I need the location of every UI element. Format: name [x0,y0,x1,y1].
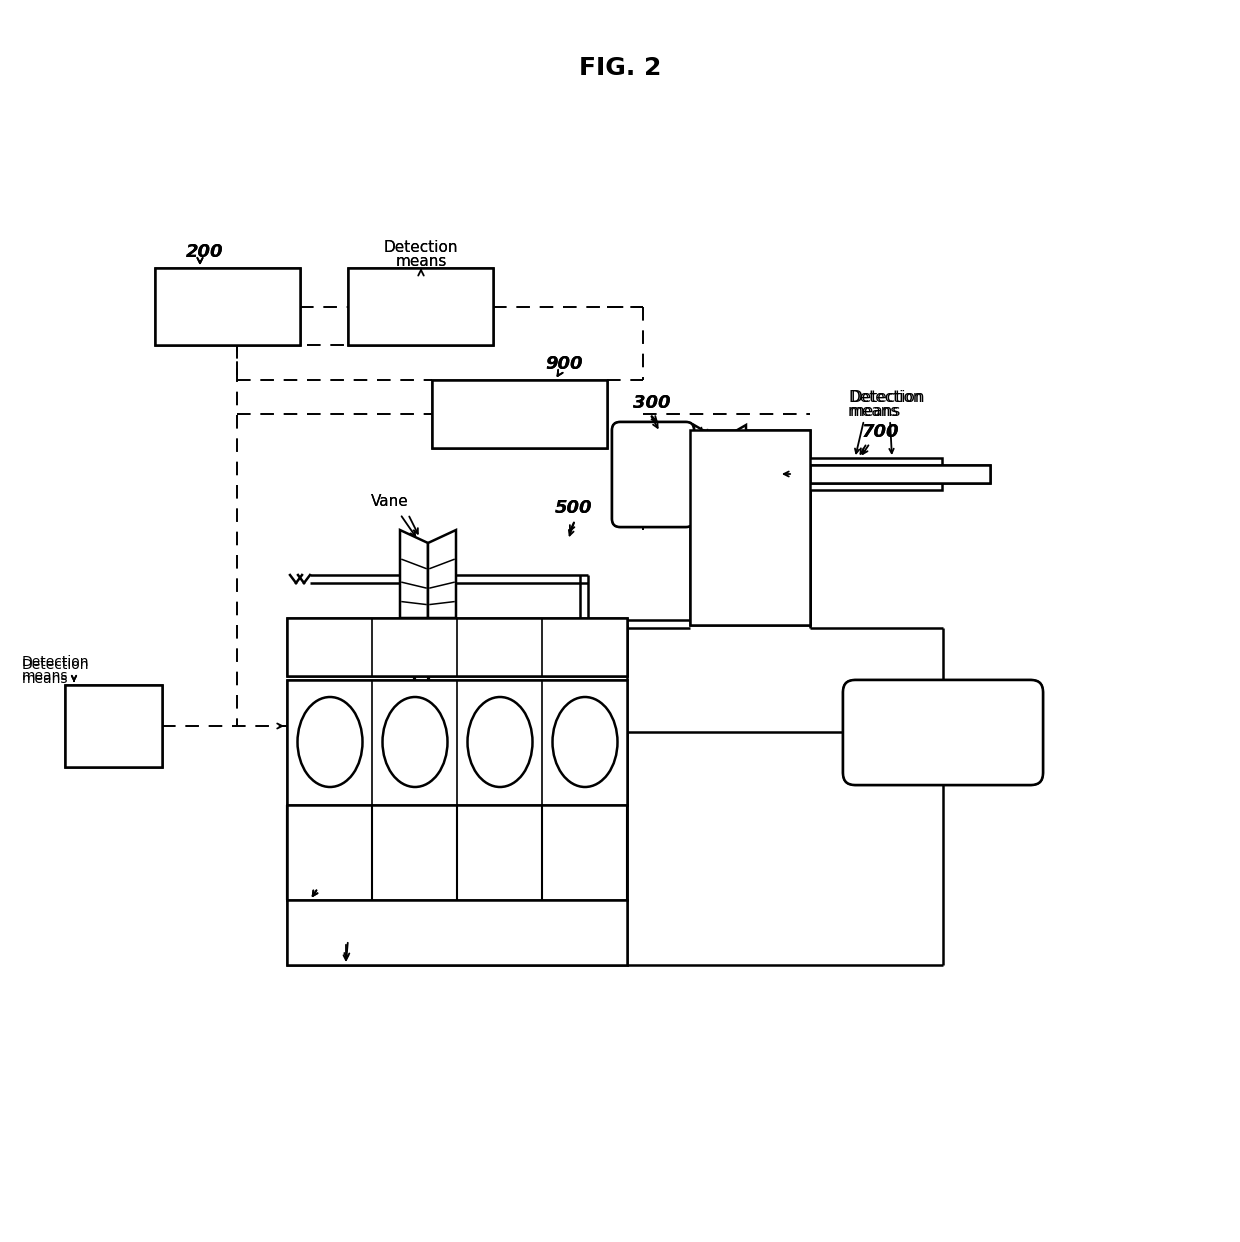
Bar [286,681,627,805]
Text: 100: 100 [293,869,331,887]
Bar [689,430,810,625]
Text: means: means [396,255,446,270]
Text: M: M [644,465,662,483]
Text: Detection: Detection [849,390,925,405]
Text: Intercooler: Intercooler [898,723,988,741]
Bar [286,900,627,965]
Text: means: means [22,672,68,686]
Bar [810,465,990,483]
Bar [348,268,494,345]
Text: 700: 700 [862,424,899,441]
Text: Detection: Detection [383,241,459,256]
Text: 200: 200 [186,243,223,261]
Polygon shape [428,530,456,619]
FancyBboxPatch shape [613,422,694,527]
Bar [432,380,608,448]
Text: means: means [396,255,446,270]
Text: 900: 900 [546,355,583,373]
Text: Intercooler: Intercooler [898,723,988,741]
Text: Vane: Vane [371,494,409,509]
Ellipse shape [382,697,448,787]
Bar [155,268,300,345]
Text: Detection: Detection [383,241,459,256]
Bar [155,268,300,345]
Bar [64,686,162,768]
Text: 310: 310 [711,581,748,599]
Text: 500: 500 [556,499,593,517]
FancyBboxPatch shape [613,422,694,527]
FancyBboxPatch shape [843,681,1043,785]
Text: means: means [849,405,901,420]
Text: means: means [848,405,899,420]
Text: M: M [644,465,662,483]
Text: means: means [22,669,68,683]
Polygon shape [694,432,718,522]
Bar [689,430,810,625]
Text: FIG. 2: FIG. 2 [579,56,661,79]
Text: 300: 300 [632,394,671,412]
Text: 110: 110 [326,943,363,961]
Bar [432,380,608,448]
Ellipse shape [467,697,532,787]
Ellipse shape [467,697,532,787]
Polygon shape [720,425,746,527]
Bar [742,458,942,491]
FancyBboxPatch shape [843,681,1043,785]
Text: Detection: Detection [22,658,89,672]
Bar [64,686,162,768]
Bar [286,619,627,676]
Polygon shape [718,432,742,522]
Text: 500: 500 [556,499,593,517]
Bar [286,900,627,965]
Text: 100: 100 [293,869,331,887]
Text: Detection: Detection [22,655,89,669]
Bar [286,805,627,900]
Polygon shape [401,530,428,619]
Ellipse shape [553,697,618,787]
Bar [286,681,627,805]
Polygon shape [694,425,720,527]
Ellipse shape [553,697,618,787]
Ellipse shape [298,697,362,787]
Text: 700: 700 [862,424,899,441]
Bar [286,619,627,676]
Bar [286,805,627,900]
Text: 300: 300 [632,394,671,412]
Ellipse shape [298,697,362,787]
Ellipse shape [382,697,448,787]
Text: 200: 200 [186,243,223,261]
Text: 310: 310 [711,581,748,599]
Text: Detection: Detection [848,390,923,405]
Bar [810,465,990,483]
Text: Vane: Vane [371,494,409,509]
Text: 110: 110 [326,941,363,959]
Text: 900: 900 [546,355,583,373]
Bar [348,268,494,345]
